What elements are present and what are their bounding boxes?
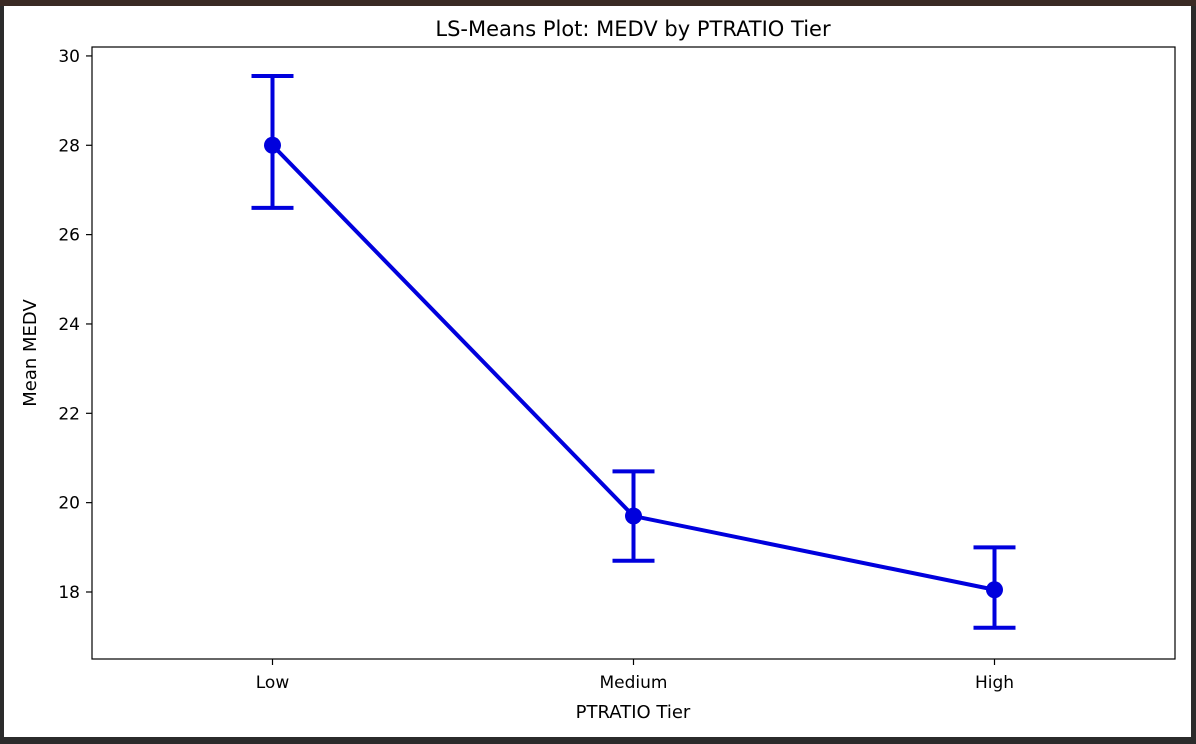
x-tick-label: Medium (600, 673, 668, 693)
data-point (625, 507, 642, 525)
series-mean-medv (251, 74, 1016, 630)
y-tick-label: 24 (58, 315, 80, 335)
window-top-strip (0, 0, 1196, 6)
data-point (264, 136, 281, 154)
x-axis-label: PTRATIO Tier (576, 702, 691, 723)
data-point (986, 581, 1003, 599)
y-axis: 18 20 22 24 26 28 30 (58, 47, 92, 603)
chart-title: LS-Means Plot: MEDV by PTRATIO Tier (435, 17, 831, 41)
y-tick-label: 28 (58, 136, 80, 156)
y-axis-label: Mean MEDV (20, 299, 41, 407)
y-tick-label: 22 (58, 404, 80, 424)
y-tick-label: 18 (58, 583, 80, 603)
x-axis: Low Medium High (256, 659, 1014, 693)
x-tick-label: Low (256, 673, 290, 693)
y-tick-label: 30 (58, 47, 80, 67)
y-tick-label: 20 (58, 494, 80, 514)
plot-area (91, 46, 1176, 660)
y-tick-label: 26 (58, 226, 80, 246)
x-tick-label: High (975, 673, 1014, 693)
